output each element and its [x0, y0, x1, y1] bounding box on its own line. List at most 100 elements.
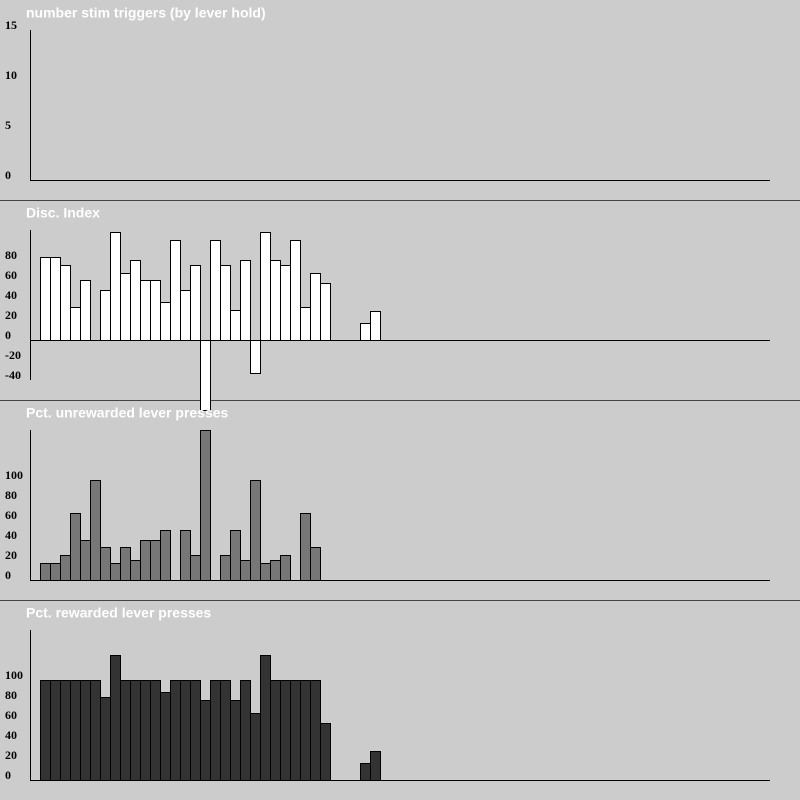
y-tick-label: 0	[5, 568, 11, 582]
y-tick-label: 80	[5, 688, 17, 702]
bar	[300, 307, 311, 341]
bar	[250, 340, 261, 374]
y-tick-label: 20	[5, 748, 17, 762]
bar	[180, 530, 191, 581]
bar	[230, 310, 241, 341]
y-tick-label: 10	[5, 68, 17, 82]
bar	[200, 700, 211, 781]
y-tick-label: -40	[5, 368, 21, 382]
bar	[270, 680, 281, 781]
bar	[60, 680, 71, 781]
bar	[230, 700, 241, 781]
bar	[150, 540, 161, 581]
bar	[50, 257, 61, 341]
bar	[240, 560, 251, 581]
bar	[230, 530, 241, 581]
bar	[40, 563, 51, 581]
bar	[120, 547, 131, 581]
bar	[270, 560, 281, 581]
bar	[40, 680, 51, 781]
bar	[170, 680, 181, 781]
bar	[90, 680, 101, 781]
bar	[160, 530, 171, 581]
bar	[370, 751, 381, 781]
bar	[310, 273, 321, 341]
bar	[160, 302, 171, 341]
bar	[280, 265, 291, 341]
y-tick-label: 60	[5, 708, 17, 722]
bar	[290, 240, 301, 341]
bar	[130, 680, 141, 781]
bar	[260, 655, 271, 781]
bar	[260, 232, 271, 341]
bar	[300, 513, 311, 581]
bar	[310, 680, 321, 781]
bar	[280, 680, 291, 781]
y-tick-label: 20	[5, 308, 17, 322]
bar	[110, 655, 121, 781]
bar	[100, 697, 111, 781]
chart-title: Disc. Index	[26, 205, 100, 221]
bar	[250, 480, 261, 581]
bar	[140, 680, 151, 781]
y-tick-label: 100	[5, 668, 23, 682]
bar	[220, 265, 231, 341]
y-tick-label: 5	[5, 118, 11, 132]
bar	[110, 563, 121, 581]
bar	[210, 680, 221, 781]
y-tick-label: 80	[5, 248, 17, 262]
bar	[250, 713, 261, 781]
bar	[70, 513, 81, 581]
bar	[140, 540, 151, 581]
bar	[320, 283, 331, 341]
bar	[220, 555, 231, 581]
bar	[300, 680, 311, 781]
bar	[160, 692, 171, 781]
bar	[80, 280, 91, 341]
chart-title: Pct. unrewarded lever presses	[26, 405, 229, 421]
bar	[200, 340, 211, 411]
bar	[240, 680, 251, 781]
bar	[80, 680, 91, 781]
y-tick-label: 40	[5, 528, 17, 542]
bar	[360, 323, 371, 341]
bar	[50, 563, 61, 581]
y-tick-label: 40	[5, 288, 17, 302]
bar	[280, 555, 291, 581]
y-tick-label: 0	[5, 328, 11, 342]
y-tick-label: 20	[5, 548, 17, 562]
bar	[90, 480, 101, 581]
bar	[290, 680, 301, 781]
bar	[110, 232, 121, 341]
bar	[150, 280, 161, 341]
bar	[240, 260, 251, 341]
bar	[370, 311, 381, 341]
bar	[260, 563, 271, 581]
bar	[50, 680, 61, 781]
bar	[60, 265, 71, 341]
bar	[310, 547, 321, 581]
bar	[180, 680, 191, 781]
y-tick-label: 0	[5, 168, 11, 182]
bar	[210, 240, 221, 341]
bar	[150, 680, 161, 781]
bar	[120, 273, 131, 341]
bar	[130, 260, 141, 341]
bar	[60, 555, 71, 581]
bar	[270, 260, 281, 341]
bar	[80, 540, 91, 581]
bar	[190, 265, 201, 341]
chart-title: Pct. rewarded lever presses	[26, 605, 211, 621]
y-tick-label: 60	[5, 268, 17, 282]
bar	[40, 257, 51, 341]
bar	[200, 430, 211, 581]
bar	[190, 555, 201, 581]
chart-title: number stim triggers (by lever hold)	[26, 5, 266, 21]
bar	[70, 680, 81, 781]
bar	[320, 723, 331, 781]
bar	[100, 290, 111, 341]
y-tick-label: 80	[5, 488, 17, 502]
bar	[180, 290, 191, 341]
y-tick-label: -20	[5, 348, 21, 362]
